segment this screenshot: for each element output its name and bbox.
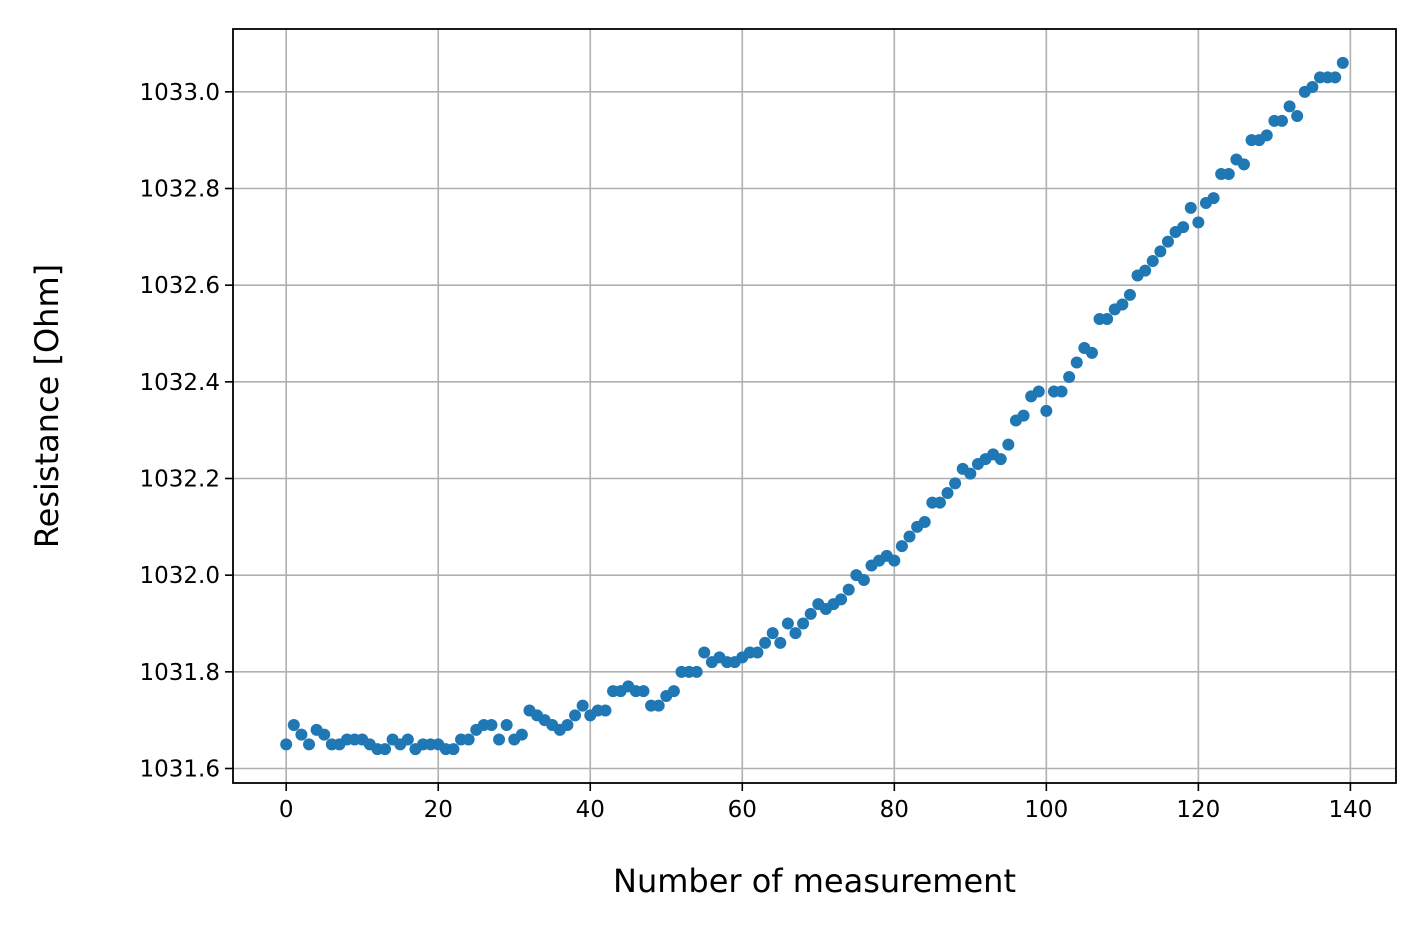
data-point	[637, 685, 650, 698]
data-point	[895, 540, 908, 553]
data-point	[918, 516, 931, 528]
data-point	[1146, 255, 1159, 267]
data-point	[1207, 192, 1220, 205]
data-point	[1283, 100, 1296, 113]
data-point	[994, 453, 1007, 466]
data-point	[1070, 356, 1083, 369]
x-tick-label: 60	[728, 797, 757, 823]
x-tick-labels: 0 20 40 60 80 100 120 140	[279, 797, 1372, 823]
data-point	[766, 627, 779, 640]
y-tick-label: 1032.8	[140, 177, 220, 203]
data-point	[1260, 129, 1273, 142]
data-point	[751, 646, 764, 659]
data-point	[379, 743, 392, 756]
data-point	[318, 728, 331, 741]
x-tick-label: 40	[576, 797, 605, 823]
data-point	[1291, 110, 1304, 122]
y-tick-label: 1032.6	[140, 273, 220, 299]
data-point	[1101, 313, 1114, 325]
data-point	[789, 627, 802, 640]
x-tick-label: 20	[424, 797, 453, 823]
y-tick-label: 1031.6	[140, 757, 220, 783]
x-tick-label: 100	[1024, 797, 1068, 823]
y-tick-label: 1031.8	[140, 660, 220, 686]
x-tick-label: 80	[880, 797, 909, 823]
data-point	[287, 719, 300, 731]
data-point	[888, 554, 901, 567]
data-point	[781, 617, 794, 630]
data-point	[667, 685, 680, 698]
x-axis-title: Number of measurement	[613, 862, 1016, 900]
data-point	[835, 593, 848, 606]
data-point	[1116, 298, 1129, 311]
data-point	[1161, 235, 1174, 248]
data-point	[1063, 371, 1076, 383]
data-point	[1336, 56, 1349, 69]
data-point	[964, 467, 977, 480]
grid-lines	[233, 29, 1396, 783]
y-axis-title: Resistance [Ohm]	[28, 264, 66, 548]
data-point	[599, 704, 612, 717]
data-point	[1040, 404, 1053, 417]
data-point	[1306, 81, 1319, 93]
y-tick-labels: 1031.6 1031.8 1032.0 1032.2 1032.4 1032.6 1032…	[140, 80, 220, 783]
data-point	[1055, 385, 1068, 398]
data-point	[1139, 264, 1152, 277]
data-point	[1177, 221, 1190, 234]
y-tick-label: 1032.0	[140, 563, 220, 589]
data-point	[903, 530, 916, 543]
data-point	[759, 636, 772, 649]
data-point	[690, 665, 703, 678]
data-point	[303, 738, 316, 751]
data-point	[804, 607, 817, 620]
data-point	[652, 699, 665, 712]
x-tick-label: 0	[279, 797, 294, 823]
data-point	[576, 699, 589, 712]
data-point	[698, 646, 711, 659]
data-points	[280, 56, 1349, 756]
data-point	[1184, 201, 1197, 214]
plot-frame	[232, 28, 1397, 784]
data-point	[1275, 114, 1288, 127]
data-point	[569, 709, 582, 722]
data-point	[1154, 245, 1167, 258]
data-point	[500, 719, 513, 731]
data-point	[1002, 438, 1015, 451]
data-point	[941, 487, 954, 499]
data-point	[1032, 385, 1045, 398]
x-tick-label: 120	[1176, 797, 1220, 823]
data-point	[462, 733, 475, 746]
data-point	[774, 636, 787, 649]
data-point	[1222, 168, 1235, 180]
data-point	[1085, 346, 1098, 359]
data-point	[1329, 71, 1342, 84]
y-tick-label: 1032.4	[140, 370, 220, 396]
data-point	[797, 617, 810, 630]
data-point	[1192, 216, 1205, 229]
data-point	[1237, 158, 1250, 171]
x-tick-label: 140	[1328, 797, 1372, 823]
data-point	[949, 477, 962, 490]
tick-marks	[225, 91, 1352, 791]
data-point	[842, 583, 855, 596]
data-point	[515, 728, 528, 741]
data-point	[933, 496, 946, 509]
data-point	[401, 733, 414, 746]
data-point	[295, 728, 308, 741]
data-point	[447, 743, 460, 756]
y-tick-label: 1032.2	[140, 467, 220, 493]
data-point	[1123, 288, 1136, 301]
data-point	[857, 574, 870, 586]
data-point	[493, 733, 506, 746]
data-point	[280, 738, 293, 751]
data-point	[485, 719, 498, 731]
data-point	[561, 719, 574, 731]
y-tick-label: 1033.0	[140, 80, 220, 106]
data-point	[1017, 409, 1030, 422]
